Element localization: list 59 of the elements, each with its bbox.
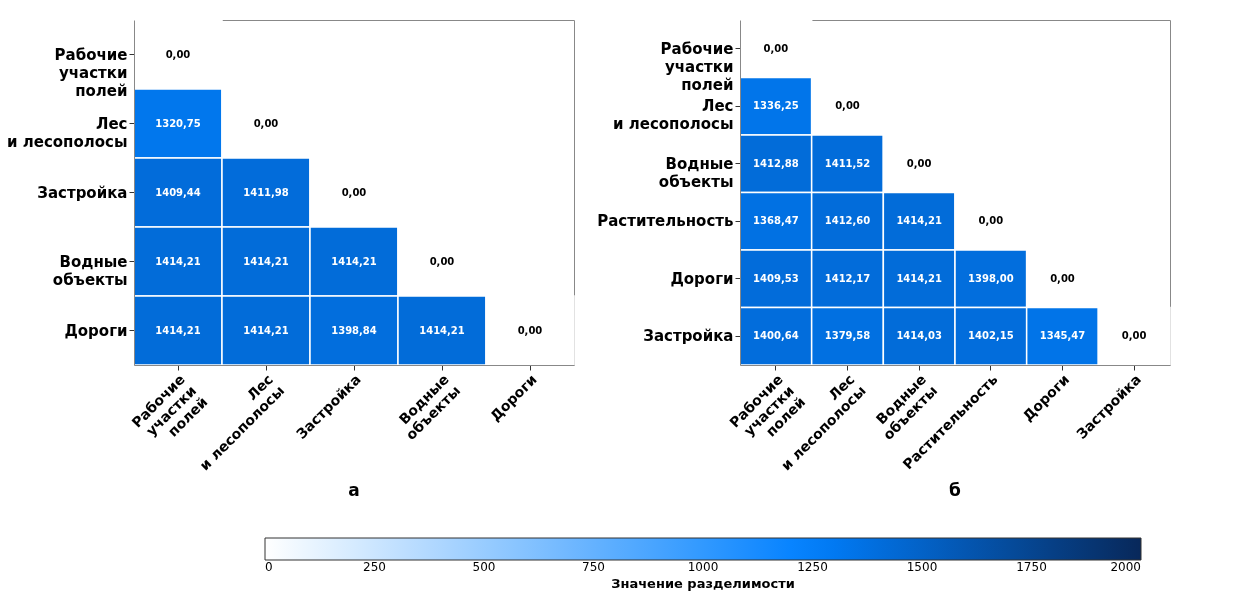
data-label: 1412,88 (753, 157, 799, 169)
y-tick-label: Рабочие участки полей (54, 45, 128, 100)
y-tick-label: Лес и лесополосы (612, 97, 734, 134)
y-tick-label: Дороги (670, 269, 734, 288)
color-bar-label: 1750 (1016, 560, 1047, 574)
data-label: 0,00 (517, 324, 543, 336)
data-label: 0,00 (1121, 330, 1147, 342)
data-label: 1411,98 (243, 186, 289, 198)
y-tick-label: Водные объекты (658, 154, 734, 191)
data-label: 0,00 (1050, 272, 1075, 284)
y-tick-label: Рабочие участки полей (660, 39, 734, 94)
data-label: 0,00 (763, 42, 789, 54)
data-label: 1414,03 (896, 330, 942, 342)
data-label: 1400,64 (753, 330, 799, 342)
data-label: 1411,52 (824, 157, 871, 169)
text: а (348, 479, 360, 500)
data-label: 1336,25 (753, 100, 799, 112)
data-label: 1398,84 (331, 324, 377, 336)
data-label: 1412,17 (824, 272, 871, 284)
color-bar-label: 2000 (1110, 560, 1141, 574)
data-label: 1414,21 (155, 324, 201, 336)
text: б (949, 479, 962, 500)
data-label: 0,00 (978, 215, 1004, 227)
color-bar-label: 250 (363, 560, 386, 574)
color-bar-label: 1000 (687, 560, 719, 574)
data-label: 1414,21 (155, 255, 201, 267)
data-label: 1414,21 (896, 272, 942, 284)
data-label: 1414,21 (331, 255, 377, 267)
color-bar-label: 0 (265, 560, 273, 574)
y-tick-label: Растительность (597, 212, 734, 231)
data-label: 1409,53 (753, 272, 799, 284)
data-label: 1320,75 (155, 117, 201, 129)
color-bar-label: 500 (472, 560, 496, 574)
data-label: 1412,60 (824, 215, 871, 227)
data-label: 1409,44 (155, 186, 201, 198)
data-label: 1345,47 (1039, 330, 1086, 342)
data-label: 1402,15 (968, 330, 1014, 342)
y-tick-label: Дороги (64, 321, 128, 340)
data-label: 1368,47 (753, 215, 799, 227)
data-label: 0,00 (429, 255, 455, 267)
data-label: 1379,58 (824, 330, 871, 342)
data-label: 1414,21 (243, 255, 289, 267)
data-label: 0,00 (165, 48, 191, 60)
data-label: 0,00 (835, 100, 860, 112)
y-tick-label: Лес и лесополосы (6, 114, 128, 151)
data-label: 0,00 (341, 186, 367, 198)
data-label: 0,00 (253, 117, 279, 129)
color-bar-label: 1250 (797, 560, 828, 574)
data-label: 1414,21 (243, 324, 289, 336)
data-label: 1398,00 (968, 272, 1014, 284)
data-label: 1414,21 (419, 324, 465, 336)
data-label: 0,00 (906, 157, 932, 169)
color-bar-title: Значение разделимости (611, 576, 795, 591)
color-bar-label: 1500 (906, 560, 938, 574)
color-bar-label: 750 (582, 560, 605, 574)
y-tick-label: Застройка (643, 327, 734, 346)
y-tick-label: Водные объекты (52, 252, 128, 289)
data-label: 1414,21 (896, 215, 942, 227)
y-tick-label: Застройка (37, 183, 128, 202)
